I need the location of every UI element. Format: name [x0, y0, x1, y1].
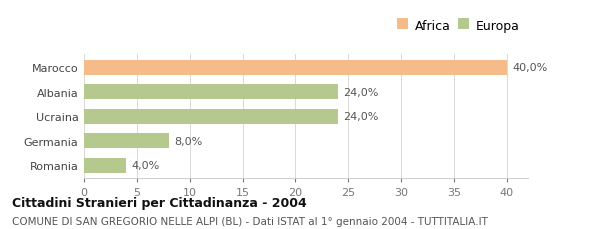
Legend: Africa, Europa: Africa, Europa	[395, 18, 522, 36]
Bar	[84, 158, 126, 173]
Bar	[84, 109, 338, 124]
Text: COMUNE DI SAN GREGORIO NELLE ALPI (BL) - Dati ISTAT al 1° gennaio 2004 - TUTTITA: COMUNE DI SAN GREGORIO NELLE ALPI (BL) -…	[12, 216, 488, 226]
Text: 4,0%: 4,0%	[131, 161, 160, 170]
Text: Cittadini Stranieri per Cittadinanza - 2004: Cittadini Stranieri per Cittadinanza - 2…	[12, 196, 307, 209]
Text: 40,0%: 40,0%	[512, 63, 547, 73]
Bar	[84, 134, 169, 149]
Bar	[84, 61, 507, 76]
Text: 24,0%: 24,0%	[343, 112, 379, 122]
Bar	[84, 85, 338, 100]
Text: 24,0%: 24,0%	[343, 87, 379, 97]
Text: 8,0%: 8,0%	[174, 136, 202, 146]
